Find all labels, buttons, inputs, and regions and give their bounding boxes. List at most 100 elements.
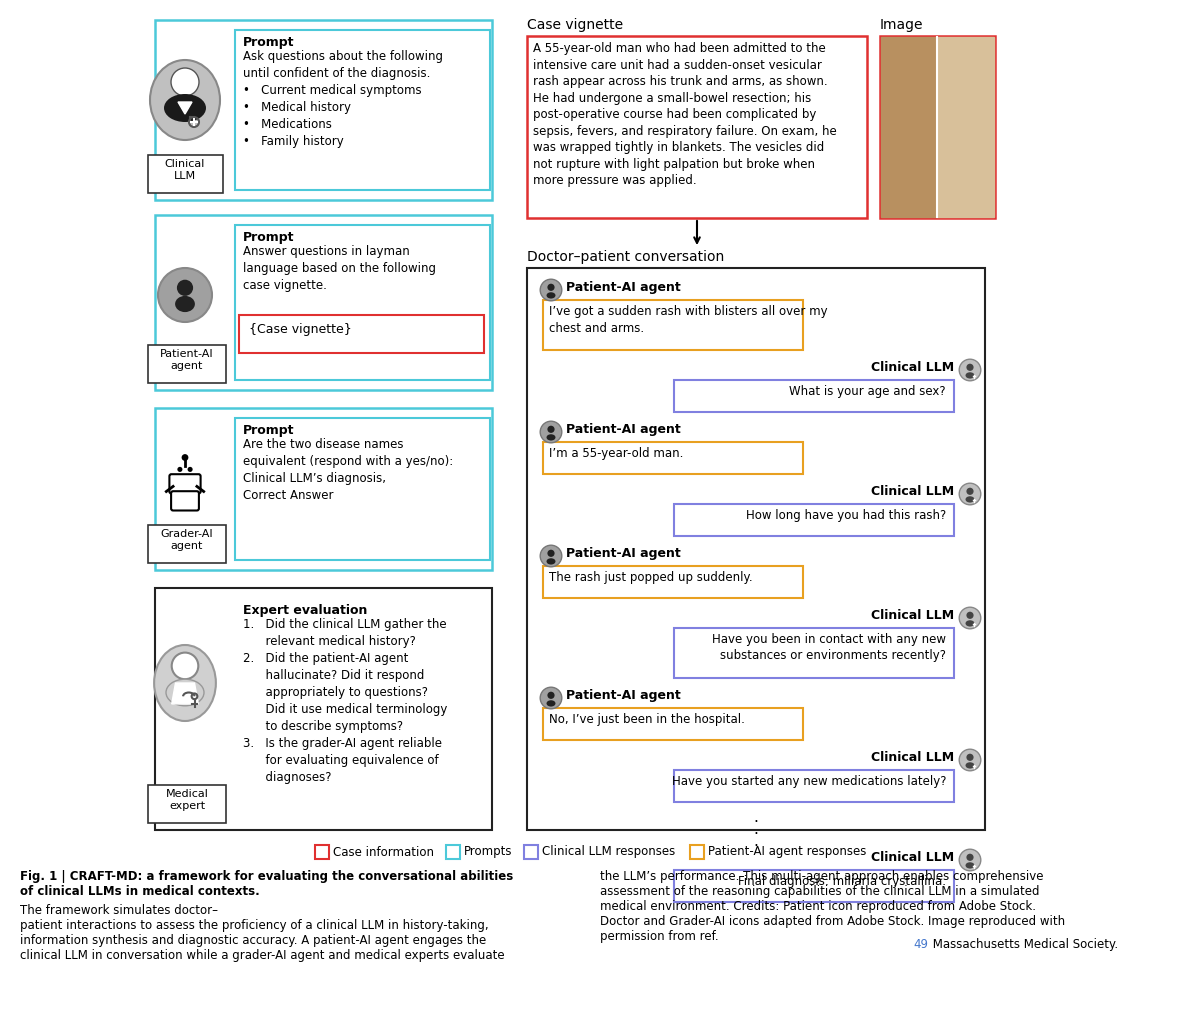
Bar: [674, 380, 954, 412]
Text: How long have you had this rash?: How long have you had this rash?: [746, 509, 946, 522]
Text: Clinical LLM: Clinical LLM: [871, 361, 954, 374]
Text: I’m a 55-year-old man.: I’m a 55-year-old man.: [548, 447, 683, 460]
Ellipse shape: [164, 94, 206, 122]
Ellipse shape: [154, 645, 216, 721]
Text: Image: Image: [881, 18, 923, 32]
Bar: [148, 345, 226, 383]
Text: 1.   Did the clinical LLM gather the
      relevant medical history?
2.   Did th: 1. Did the clinical LLM gather the relev…: [243, 618, 447, 784]
Circle shape: [177, 467, 182, 472]
Text: Prompts: Prompts: [463, 846, 512, 858]
Circle shape: [540, 279, 561, 300]
Text: the LLM’s performance. This multi-agent approach enables comprehensive
assessmen: the LLM’s performance. This multi-agent …: [600, 870, 1066, 943]
Bar: [235, 418, 491, 560]
Text: Are the two disease names
equivalent (respond with a yes/no):
Clinical LLM’s dia: Are the two disease names equivalent (re…: [243, 438, 453, 502]
Circle shape: [547, 550, 554, 557]
Ellipse shape: [546, 700, 556, 706]
Text: Case information: Case information: [333, 846, 434, 858]
Bar: [155, 408, 492, 570]
Text: Final diagnosis: miliaria crystallina.: Final diagnosis: miliaria crystallina.: [738, 875, 946, 888]
Bar: [235, 225, 491, 380]
Bar: [155, 588, 492, 830]
Circle shape: [540, 421, 561, 443]
Circle shape: [158, 268, 212, 322]
Bar: [525, 845, 538, 859]
Text: Massachusetts Medical Society.: Massachusetts Medical Society.: [929, 938, 1118, 951]
Bar: [543, 300, 803, 350]
Text: What is your age and sex?: What is your age and sex?: [790, 385, 946, 398]
Bar: [446, 845, 460, 859]
FancyBboxPatch shape: [171, 492, 199, 510]
Ellipse shape: [966, 496, 974, 503]
Bar: [235, 30, 491, 190]
Bar: [527, 268, 985, 830]
Circle shape: [171, 653, 199, 679]
Text: Prompt: Prompt: [243, 231, 294, 244]
Text: Patient-AI agent: Patient-AI agent: [566, 689, 681, 702]
Text: The rash just popped up suddenly.: The rash just popped up suddenly.: [548, 571, 753, 584]
Bar: [690, 845, 704, 859]
Text: Ask questions about the following
until confident of the diagnosis.
•   Current : Ask questions about the following until …: [243, 50, 443, 148]
Text: .: .: [754, 822, 759, 837]
Circle shape: [182, 454, 188, 461]
Bar: [674, 770, 954, 802]
Bar: [314, 845, 329, 859]
Text: Clinical LLM: Clinical LLM: [871, 609, 954, 622]
Text: Have you been in contact with any new
substances or environments recently?: Have you been in contact with any new su…: [712, 633, 946, 663]
Text: Patient-AI agent responses: Patient-AI agent responses: [708, 846, 866, 858]
Text: Case vignette: Case vignette: [527, 18, 623, 32]
Text: Patient-AI
agent: Patient-AI agent: [161, 349, 214, 372]
Text: Patient-AI agent: Patient-AI agent: [566, 547, 681, 560]
Text: Prompt: Prompt: [243, 36, 294, 49]
Ellipse shape: [175, 296, 195, 313]
Bar: [155, 20, 492, 200]
Bar: [148, 525, 226, 563]
Ellipse shape: [966, 620, 974, 626]
Circle shape: [967, 488, 974, 495]
Bar: [155, 215, 492, 390]
Text: .: .: [754, 810, 759, 825]
Circle shape: [547, 691, 554, 699]
Bar: [543, 708, 803, 740]
Text: I’ve got a sudden rash with blisters all over my
chest and arms.: I’ve got a sudden rash with blisters all…: [548, 305, 827, 335]
Ellipse shape: [546, 558, 556, 565]
Text: A 55-year-old man who had been admitted to the
intensive care unit had a sudden-: A 55-year-old man who had been admitted …: [533, 42, 837, 187]
Bar: [239, 315, 483, 353]
Circle shape: [960, 359, 981, 381]
Ellipse shape: [546, 292, 556, 298]
Text: Medical
expert: Medical expert: [165, 789, 208, 811]
Bar: [674, 628, 954, 678]
Circle shape: [188, 467, 193, 472]
Bar: [543, 566, 803, 598]
Polygon shape: [171, 683, 199, 703]
Ellipse shape: [966, 862, 974, 868]
Circle shape: [967, 854, 974, 861]
Bar: [543, 442, 803, 474]
Bar: [937, 37, 994, 217]
Text: 49: 49: [914, 938, 929, 951]
Circle shape: [547, 426, 554, 433]
Circle shape: [960, 849, 981, 870]
Bar: [527, 36, 868, 218]
Text: Patient-AI agent: Patient-AI agent: [566, 423, 681, 436]
Bar: [881, 37, 937, 217]
FancyBboxPatch shape: [169, 474, 201, 494]
Ellipse shape: [165, 679, 204, 705]
Text: Expert evaluation: Expert evaluation: [243, 604, 368, 617]
Polygon shape: [178, 102, 191, 114]
Text: {Case vignette}: {Case vignette}: [249, 323, 352, 336]
Circle shape: [547, 284, 554, 291]
Circle shape: [967, 753, 974, 760]
Text: Patient-AI agent: Patient-AI agent: [566, 281, 681, 294]
Text: Grader-AI
agent: Grader-AI agent: [161, 529, 213, 552]
Bar: [148, 155, 223, 193]
Circle shape: [960, 749, 981, 771]
Ellipse shape: [966, 762, 974, 769]
Circle shape: [960, 484, 981, 505]
Text: Prompt: Prompt: [243, 425, 294, 437]
Text: The framework simulates doctor–
patient interactions to assess the proficiency o: The framework simulates doctor– patient …: [20, 904, 505, 962]
Bar: [674, 504, 954, 536]
Text: Fig. 1 | CRAFT-MD: a framework for evaluating the conversational abilities
of cl: Fig. 1 | CRAFT-MD: a framework for evalu…: [20, 870, 513, 898]
Text: .: .: [754, 834, 759, 849]
Text: Answer questions in layman
language based on the following
case vignette.: Answer questions in layman language base…: [243, 245, 436, 292]
Bar: [148, 785, 226, 823]
